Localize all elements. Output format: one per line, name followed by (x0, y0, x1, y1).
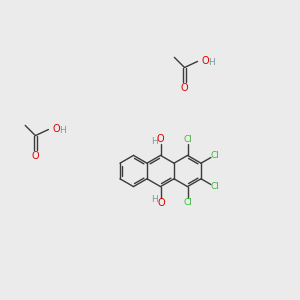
Text: Cl: Cl (183, 135, 192, 144)
Text: O: O (52, 124, 60, 134)
Text: Cl: Cl (211, 182, 220, 191)
Text: O: O (201, 56, 209, 66)
Text: Cl: Cl (183, 198, 192, 207)
Text: O: O (32, 151, 39, 161)
Text: O: O (157, 134, 164, 145)
Text: H: H (151, 195, 158, 204)
Text: O: O (158, 197, 165, 208)
Text: H: H (208, 58, 215, 67)
Text: O: O (181, 83, 188, 93)
Text: Cl: Cl (211, 151, 220, 160)
Text: H: H (151, 137, 158, 146)
Text: H: H (59, 126, 66, 135)
